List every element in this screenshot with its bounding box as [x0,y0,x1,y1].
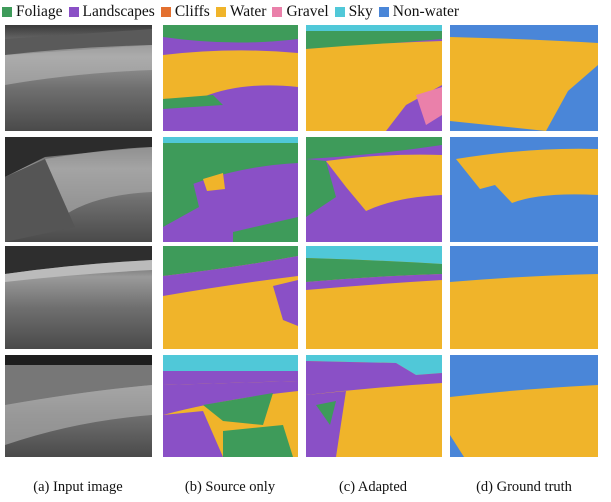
input-image [5,137,152,242]
legend-swatch [215,7,226,17]
ground-truth [450,137,598,242]
legend-label: Foliage [16,3,63,20]
legend-swatch [334,7,345,17]
prediction [163,25,298,131]
legend-label: Water [229,3,267,20]
legend-label: Sky [348,3,373,20]
prediction [306,246,442,349]
legend-item: Cliffs [160,3,210,21]
prediction [306,25,442,131]
caption: (c) Adapted [339,479,408,495]
legend-label: Landscapes [82,3,155,20]
legend-item: Sky [334,3,373,21]
legend-label: Gravel [286,3,329,20]
legend-swatch [272,7,283,17]
ground-truth [450,355,598,457]
prediction [163,355,298,457]
legend-item: Landscapes [68,3,155,21]
legend: Foliage Landscapes Cliffs Water Gravel Sky Non… [2,1,611,23]
legend-item: Water [215,3,267,21]
input-image [5,246,152,349]
ground-truth [450,246,598,349]
legend-item: Foliage [2,3,63,21]
legend-swatch [68,7,79,17]
legend-swatch [378,7,389,17]
legend-item: Gravel [272,3,329,21]
input-image [5,355,152,457]
input-image [5,25,152,131]
caption: (a) Input image [33,479,122,495]
legend-swatch [2,7,12,17]
legend-swatch [160,7,171,17]
prediction [306,137,442,242]
prediction [163,137,298,242]
caption: (d) Ground truth [476,479,573,495]
prediction [306,355,442,457]
caption: (b) Source only [185,479,276,495]
ground-truth [450,25,598,131]
prediction [163,246,298,349]
legend-item: Non-water [378,3,460,21]
legend-label: Cliffs [174,3,210,20]
legend-label: Non-water [392,3,460,20]
